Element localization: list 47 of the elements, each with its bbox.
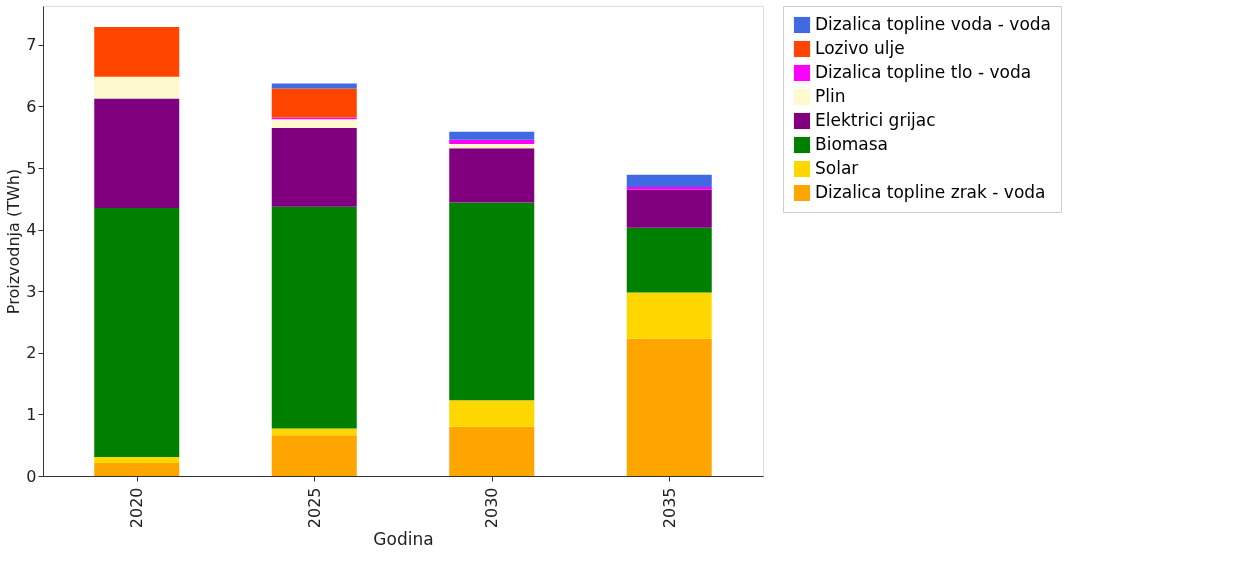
legend-label: Dizalica topline zrak - voda: [815, 182, 1046, 202]
y-tick-label: 5: [26, 158, 37, 178]
legend-label: Elektrici grijac: [815, 110, 936, 130]
legend-label: Lozivo ulje: [815, 38, 905, 58]
bar: [271, 206, 357, 429]
y-tick-label: 1: [26, 404, 37, 424]
x-tick-label: 2035: [659, 487, 679, 529]
bar: [94, 98, 180, 209]
legend-label: Plin: [815, 86, 846, 106]
bar: [449, 148, 535, 203]
bar: [449, 139, 535, 144]
bar: [94, 456, 180, 464]
legend-label: Dizalica topline voda - voda: [815, 14, 1051, 34]
bar: [271, 127, 357, 207]
y-axis-title: Proizvodnja (TWh): [4, 168, 24, 315]
bar: [449, 202, 535, 401]
y-tick-label: 2: [26, 343, 37, 363]
bar: [449, 426, 535, 476]
x-tick-label: 2025: [304, 487, 324, 529]
bar: [626, 338, 712, 476]
bar: [94, 208, 180, 457]
y-tick-label: 0: [26, 466, 37, 486]
y-tick-label: 6: [26, 96, 37, 116]
x-tick-label: 2020: [127, 487, 147, 529]
bar: [94, 26, 180, 77]
bar: [94, 76, 180, 99]
bar: [449, 143, 535, 149]
bar: [271, 119, 357, 128]
bar: [449, 131, 535, 140]
x-tick-label: 2030: [482, 487, 502, 529]
bar: [94, 463, 180, 476]
legend-label: Solar: [815, 158, 859, 178]
bar: [626, 227, 712, 293]
legend-label: Dizalica topline tlo - voda: [815, 62, 1032, 82]
bar: [271, 88, 357, 118]
bar: [626, 292, 712, 339]
bar: [271, 435, 357, 476]
bar: [626, 187, 712, 190]
bar: [626, 189, 712, 228]
x-axis-title: Godina: [373, 529, 434, 550]
bar: [271, 83, 357, 89]
legend-label: Biomasa: [815, 134, 889, 154]
bar: [626, 174, 712, 188]
y-tick-label: 4: [26, 220, 37, 240]
bar: [449, 400, 535, 427]
y-tick-label: 7: [26, 35, 37, 55]
y-tick-label: 3: [26, 281, 37, 301]
